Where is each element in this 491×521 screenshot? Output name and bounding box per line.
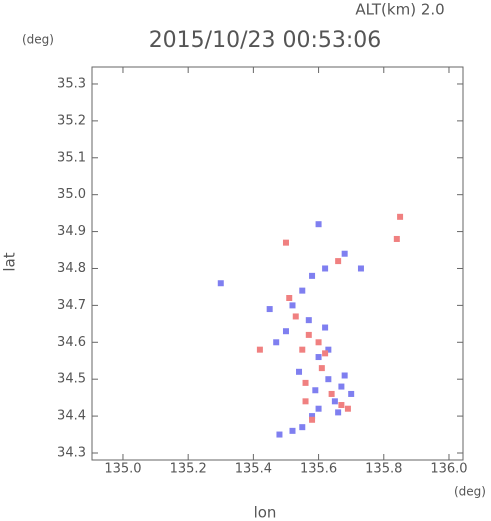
x-unit: (deg) xyxy=(454,485,486,499)
y-tick-label: 34.5 xyxy=(57,372,86,387)
radar-cell xyxy=(282,328,289,335)
radar-cell xyxy=(305,331,312,338)
radar-cell xyxy=(289,427,296,434)
radar-cell xyxy=(302,398,309,405)
radar-cell xyxy=(217,280,224,287)
radar-cell xyxy=(309,272,316,279)
y-tick-label: 35.2 xyxy=(57,113,86,128)
radar-cell xyxy=(315,405,322,412)
radar-cell xyxy=(309,416,316,423)
radar-cell xyxy=(292,313,299,320)
radar-cell xyxy=(322,324,329,331)
radar-cell xyxy=(318,365,325,372)
x-tick-label: 136.0 xyxy=(430,462,467,477)
x-tick-label: 135.8 xyxy=(365,462,402,477)
radar-cell xyxy=(296,368,303,375)
y-tick-label: 34.6 xyxy=(57,335,86,350)
plot-frame xyxy=(91,66,464,461)
radar-cell xyxy=(305,317,312,324)
y-tick-label: 34.7 xyxy=(57,298,86,313)
x-tick-label: 135.6 xyxy=(300,462,337,477)
radar-cell xyxy=(335,258,342,265)
radar-cell xyxy=(322,265,329,272)
radar-cell xyxy=(348,390,355,397)
radar-cell xyxy=(276,431,283,438)
radar-cell xyxy=(273,339,280,346)
radar-cell xyxy=(357,265,364,272)
y-tick-label: 35.0 xyxy=(57,187,86,202)
radar-cell xyxy=(315,339,322,346)
radar-cell xyxy=(282,239,289,246)
y-axis-label: lat xyxy=(1,252,19,271)
radar-cell xyxy=(344,405,351,412)
radar-cell xyxy=(341,372,348,379)
y-tick-label: 34.3 xyxy=(57,445,86,460)
radar-cell xyxy=(302,379,309,386)
radar-cell xyxy=(397,213,404,220)
radar-cell xyxy=(299,424,306,431)
radar-cell xyxy=(335,409,342,416)
radar-cell xyxy=(315,221,322,228)
radar-cell xyxy=(256,346,263,353)
radar-cell xyxy=(322,350,329,357)
radar-cell xyxy=(325,376,332,383)
radar-cell xyxy=(266,306,273,313)
radar-cell xyxy=(312,387,319,394)
y-tick-label: 34.8 xyxy=(57,261,86,276)
radar-cell xyxy=(286,295,293,302)
y-tick-label: 34.9 xyxy=(57,224,86,239)
radar-cell xyxy=(325,346,332,353)
radar-cell xyxy=(341,250,348,257)
y-tick-label: 35.3 xyxy=(57,76,86,91)
y-tick-label: 35.1 xyxy=(57,150,86,165)
chart-title: 2015/10/23 00:53:06 xyxy=(149,28,382,53)
radar-cell xyxy=(393,235,400,242)
radar-cell xyxy=(338,383,345,390)
x-tick-label: 135.2 xyxy=(170,462,207,477)
radar-cell xyxy=(299,346,306,353)
y-tick-label: 34.4 xyxy=(57,409,86,424)
radar-cell xyxy=(338,402,345,409)
radar-cell xyxy=(331,398,338,405)
x-tick-label: 135.0 xyxy=(104,462,141,477)
x-tick-label: 135.4 xyxy=(235,462,272,477)
altitude-label: ALT(km) 2.0 xyxy=(355,1,444,19)
radar-cell xyxy=(309,413,316,420)
y-unit: (deg) xyxy=(22,33,54,47)
radar-cell xyxy=(299,287,306,294)
radar-cell xyxy=(315,354,322,361)
radar-cell xyxy=(328,390,335,397)
radar-cell xyxy=(289,302,296,309)
x-axis-label: lon xyxy=(254,504,277,521)
